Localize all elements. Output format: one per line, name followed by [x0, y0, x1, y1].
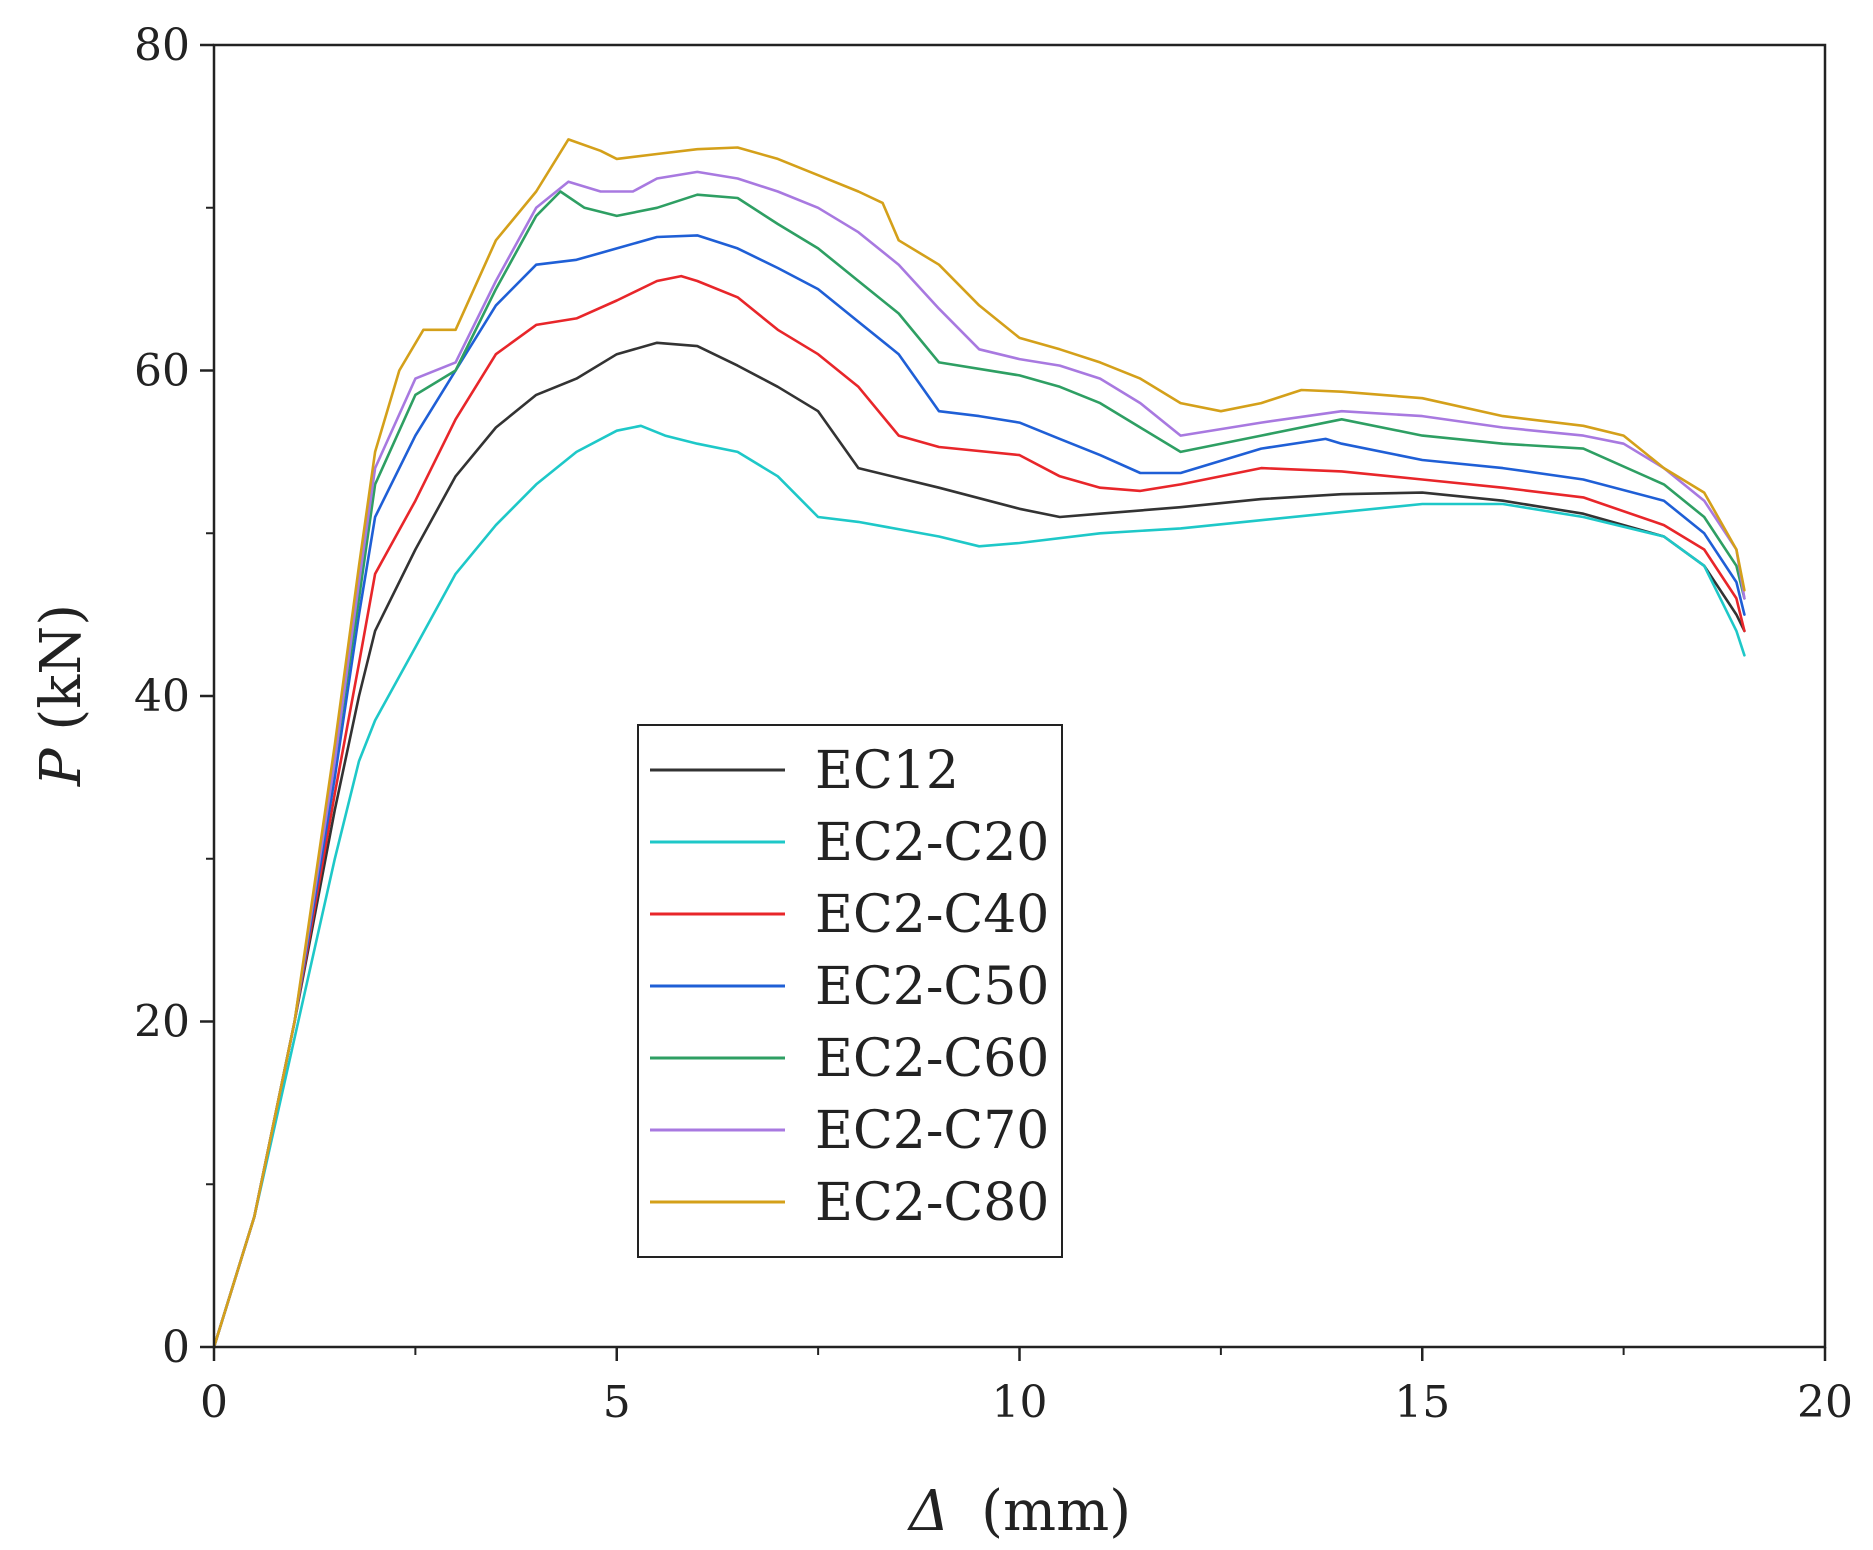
x-tick-label: 15: [1394, 1377, 1450, 1428]
x-axis-unit: (mm): [981, 1479, 1131, 1544]
x-tick-label: 5: [603, 1377, 631, 1428]
legend-label-ec2-c50: EC2-C50: [815, 957, 1049, 1017]
series-line-ec2-c50: [212, 234, 1746, 1349]
series-layer: [212, 138, 1746, 1349]
legend: EC12 EC2-C20 EC2-C40 EC2-C50 EC2-C60 EC2-C70 E…: [637, 724, 1063, 1258]
series-line-ec2-c80: [212, 138, 1746, 1349]
legend-label-ec2-c40: EC2-C40: [815, 885, 1049, 945]
legend-box: [637, 724, 1063, 1258]
y-tick-label: 80: [134, 20, 190, 71]
legend-label-ec2-c70: EC2-C70: [815, 1101, 1049, 1161]
legend-label-ec2-c20: EC2-C20: [815, 813, 1049, 873]
x-tick-label: 20: [1797, 1377, 1853, 1428]
x-axis-symbol: Δ: [907, 1479, 949, 1544]
series-line-ec12: [212, 341, 1746, 1349]
x-tick-label: 10: [992, 1377, 1048, 1428]
y-axis-symbol: P: [29, 747, 94, 787]
y-tick-label: 60: [134, 346, 190, 397]
series-line-ec2-c60: [212, 190, 1746, 1349]
y-tick-label: 20: [134, 997, 190, 1048]
x-axis-title: Δ (mm): [907, 1479, 1131, 1544]
axis-layer: 0 5 10 15 20 0 20 40 60 80: [134, 20, 1853, 1428]
y-tick-label: 0: [162, 1322, 190, 1373]
x-tick-label: 0: [200, 1377, 228, 1428]
series-line-ec2-c70: [212, 170, 1746, 1349]
y-tick-label: 40: [134, 671, 190, 722]
legend-label-ec2-c80: EC2-C80: [815, 1173, 1049, 1233]
legend-label-ec12: EC12: [815, 741, 959, 801]
y-axis-unit: (kN): [29, 604, 94, 731]
y-axis-title: P (kN): [29, 604, 94, 787]
legend-label-ec2-c60: EC2-C60: [815, 1029, 1049, 1089]
series-line-ec2-c20: [212, 424, 1746, 1349]
series-line-ec2-c40: [212, 274, 1746, 1349]
